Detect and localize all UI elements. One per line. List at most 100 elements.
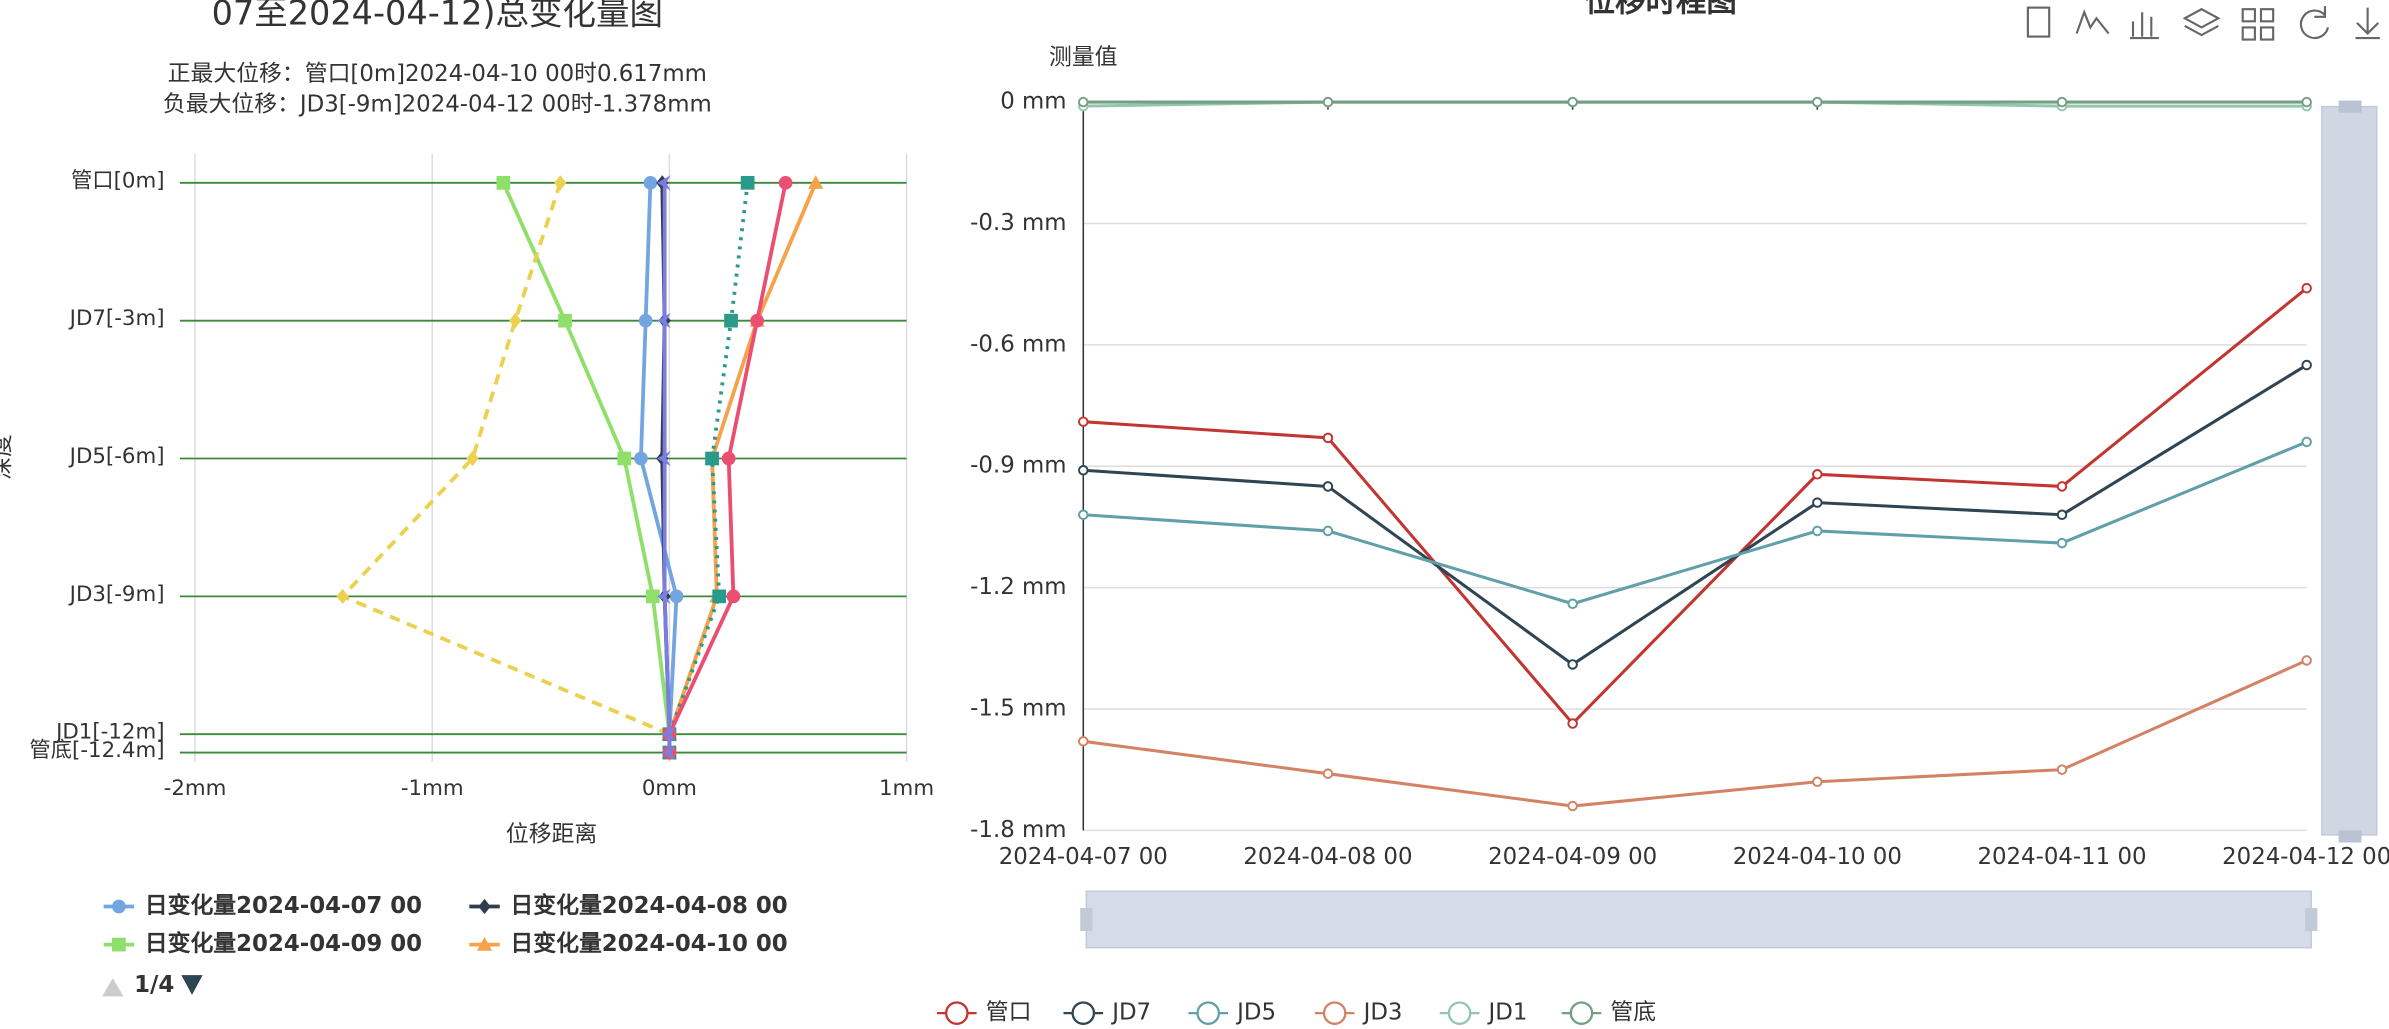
- marker: [724, 313, 738, 328]
- marker: [712, 589, 727, 604]
- x-tick-label: -2mm: [164, 776, 227, 801]
- chart-title: 位移时程图: [1585, 0, 1737, 20]
- marker: [2301, 655, 2312, 666]
- time-chart: 位移时程图 测量值 0 mm -0.3 mm -0.6 mm -0.9 mm -1.2 …: [937, 0, 2389, 1026]
- marker: [657, 450, 671, 467]
- marker: [1078, 464, 1089, 476]
- tool-bar[interactable]: [2129, 12, 2159, 40]
- y-tick-label: -1.2 mm: [970, 574, 1066, 600]
- legend-marker[interactable]: [1569, 1001, 1594, 1025]
- x-tick-label: 2024-04-10 00: [1733, 844, 1902, 870]
- marker: [778, 175, 793, 190]
- marker: [2056, 764, 2068, 775]
- legend-page: 1/4: [134, 972, 174, 998]
- depth-chart: 07至2024-04-12)总变化量图 正最大位移：管口[0m]2024-04-…: [0, 0, 934, 998]
- marker: [336, 588, 349, 604]
- tool-stack[interactable]: [2182, 7, 2221, 37]
- x-tick-label: 2024-04-12 00: [2222, 844, 2389, 870]
- marker: [661, 744, 676, 761]
- marker: [638, 313, 653, 328]
- tool-restore[interactable]: [2299, 6, 2330, 40]
- marker[interactable]: [112, 899, 126, 914]
- legend-label[interactable]: 管底: [1610, 1000, 1656, 1026]
- y-tick-label: 管底[-12.4m]: [29, 738, 164, 763]
- marker[interactable]: [476, 936, 493, 951]
- tool-line[interactable]: [2075, 9, 2110, 35]
- y-tick-label: -0.6 mm: [970, 331, 1066, 357]
- legend-marker[interactable]: [1447, 1001, 1472, 1025]
- legend-label[interactable]: JD3: [1362, 1000, 1403, 1026]
- slider-handle[interactable]: [1080, 908, 1093, 931]
- legend-marker[interactable]: [1322, 1001, 1347, 1025]
- series-line: [339, 182, 672, 753]
- legend-label[interactable]: 日变化量2024-04-08 00: [510, 892, 787, 919]
- marker: [1812, 96, 1823, 108]
- legend-label[interactable]: 日变化量2024-04-07 00: [145, 892, 422, 919]
- y-zoom-slider[interactable]: [2321, 100, 2378, 843]
- y-tick-label: 管口[0m]: [71, 168, 165, 193]
- marker: [705, 451, 719, 466]
- marker: [643, 175, 658, 190]
- marker: [2301, 282, 2312, 294]
- marker: [1322, 525, 1334, 537]
- slider-handle[interactable]: [2305, 908, 2318, 931]
- x-tick-label: 2024-04-11 00: [1977, 844, 2146, 870]
- legend-label[interactable]: JD5: [1235, 1000, 1276, 1026]
- y-tick-label: JD5[-6m]: [68, 444, 165, 469]
- legend-label[interactable]: 日变化量2024-04-10 00: [510, 930, 787, 957]
- marker: [1322, 432, 1334, 444]
- marker: [1322, 96, 1334, 108]
- legend-label[interactable]: 日变化量2024-04-09 00: [145, 930, 422, 957]
- legend-label[interactable]: JD7: [1110, 1000, 1151, 1026]
- x-tick-label: 1mm: [879, 776, 934, 801]
- slider-track[interactable]: [1085, 890, 2313, 949]
- tool-tiled[interactable]: [2241, 8, 2275, 41]
- marker: [669, 589, 684, 604]
- marker: [2301, 436, 2312, 448]
- marker: [496, 175, 511, 190]
- legend-next[interactable]: [181, 975, 203, 995]
- marker: [1078, 509, 1089, 521]
- marker[interactable]: [478, 898, 491, 915]
- legend-label[interactable]: 管口: [986, 1000, 1032, 1026]
- y-tick-label: JD7[-3m]: [68, 306, 165, 331]
- slider-track[interactable]: [2321, 105, 2378, 836]
- legend-marker[interactable]: [1196, 1001, 1221, 1025]
- marker: [1567, 718, 1578, 729]
- x-tick-label: -1mm: [401, 776, 464, 801]
- marker: [466, 450, 479, 467]
- x-tick-label: 0mm: [642, 776, 697, 801]
- legend-prev[interactable]: [102, 978, 124, 997]
- marker: [750, 313, 764, 328]
- marker: [1567, 800, 1578, 812]
- y-tick-label: -0.9 mm: [970, 453, 1066, 479]
- x-axis-label: 位移距离: [506, 821, 597, 847]
- tool-data-view[interactable]: [2026, 6, 2051, 38]
- toolbox[interactable]: [2026, 6, 2380, 41]
- x-tick-label: 2024-04-08 00: [1243, 844, 1412, 870]
- marker[interactable]: [112, 937, 126, 952]
- marker: [1078, 416, 1089, 427]
- marker: [554, 175, 567, 191]
- y-axis-label: 深度: [0, 434, 16, 480]
- marker: [657, 588, 671, 604]
- marker: [1322, 768, 1334, 779]
- slider-handle[interactable]: [2338, 100, 2362, 113]
- legend-label[interactable]: JD1: [1487, 1000, 1528, 1026]
- x-zoom-slider[interactable]: [1080, 890, 2318, 949]
- legend-marker[interactable]: [1071, 1001, 1096, 1025]
- legend-marker[interactable]: [945, 1001, 969, 1025]
- slider-handle[interactable]: [2338, 830, 2362, 843]
- marker: [1812, 469, 1823, 480]
- chart-subtitle: 正最大位移：管口[0m]2024-04-10 00时0.617mm: [168, 61, 707, 87]
- y-tick-label: -1.5 mm: [970, 695, 1066, 721]
- marker: [1812, 776, 1823, 788]
- marker: [1567, 659, 1578, 670]
- y-tick-label: -1.8 mm: [970, 817, 1066, 843]
- y-axis-label: 测量值: [1049, 44, 1118, 70]
- marker: [1078, 736, 1089, 747]
- marker: [657, 313, 671, 329]
- tool-save[interactable]: [2355, 7, 2380, 40]
- marker: [634, 451, 648, 466]
